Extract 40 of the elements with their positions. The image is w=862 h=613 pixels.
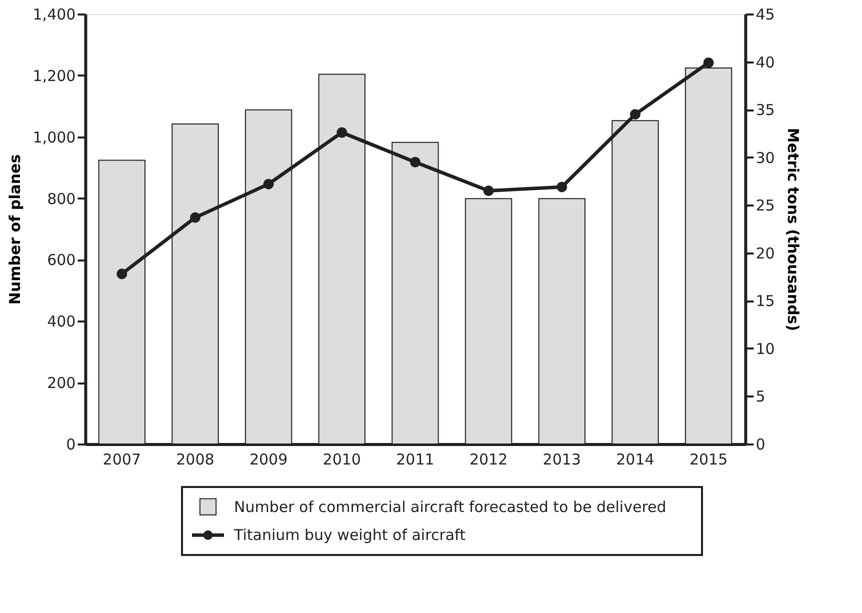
y2-tick-label: 25	[756, 196, 775, 215]
x-tick-label: 2011	[396, 450, 434, 468]
x-tick-label: 2015	[689, 450, 728, 468]
y2-tick-label: 30	[756, 148, 775, 167]
y-axis-title: Number of planes	[6, 154, 24, 305]
y2-tick-label: 15	[756, 292, 775, 310]
point	[410, 156, 420, 168]
y-tick-label: 0	[66, 436, 76, 454]
x-tick-label: 2008	[176, 450, 214, 468]
legend-label: Number of commercial aircraft forecasted to be delivered	[234, 498, 666, 516]
point	[190, 212, 200, 223]
x-tick-label: 2010	[322, 450, 361, 468]
legend-label: Titanium buy weight of aircraft	[233, 526, 466, 544]
point	[630, 109, 640, 120]
x-tick-label: 2009	[249, 450, 288, 468]
x-tick-label: 2012	[469, 450, 508, 468]
x-tick-label: 2013	[542, 450, 581, 468]
x-tick-label: 2014	[616, 450, 654, 468]
point	[116, 268, 128, 280]
x-tick-label: 2007	[102, 450, 141, 468]
y2-tick-label: 5	[756, 388, 766, 406]
y2-tick-label: 0	[756, 436, 766, 454]
y2-tick-label: 35	[756, 101, 775, 120]
y-tick-label: 1,400	[32, 6, 76, 24]
y2-tick-label: 20	[756, 244, 775, 262]
y2-tick-label: 10	[756, 340, 775, 358]
y2-tick-label: 40	[756, 53, 775, 72]
y-tick-label: 1,000	[32, 128, 76, 146]
point	[556, 182, 568, 192]
point	[336, 127, 348, 138]
y-tick-label: 1,200	[32, 66, 76, 85]
point	[703, 58, 714, 68]
y-tick-label: 200	[47, 374, 76, 392]
y2-axis-title: Metric tons (thousands)	[784, 128, 802, 332]
point	[263, 178, 274, 190]
y-tick-label: 600	[47, 251, 76, 270]
y-tick-label: 800	[47, 190, 76, 208]
y2-tick-label: 45	[756, 6, 775, 24]
y-tick-label: 400	[47, 312, 76, 331]
point	[483, 186, 494, 196]
